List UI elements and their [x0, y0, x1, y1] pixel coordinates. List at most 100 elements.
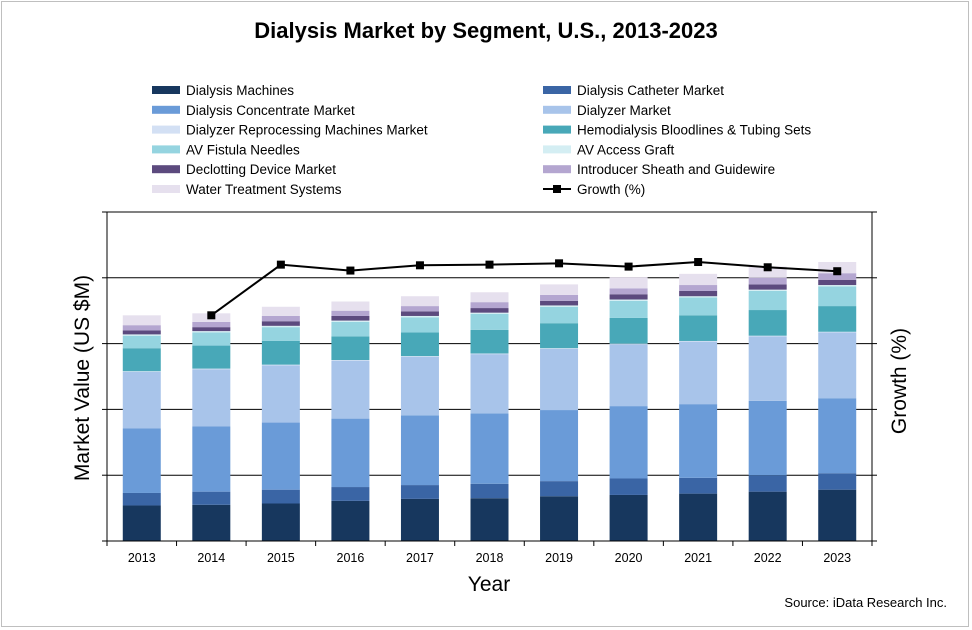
bar-segment [679, 340, 718, 342]
bar-segment [609, 299, 648, 301]
bar-segment [261, 315, 300, 322]
bar-segment [331, 500, 370, 541]
bar-segment [679, 273, 718, 286]
bar-segment [679, 341, 718, 405]
bar-segment [609, 288, 648, 295]
legend-swatch [152, 86, 180, 94]
bar-segment [679, 297, 718, 316]
bar-segment [818, 331, 857, 333]
legend-label: Dialyzer Reprocessing Machines Market [186, 123, 428, 138]
bar-segment [748, 289, 787, 291]
bar-segment [679, 315, 718, 341]
bar-segment [470, 483, 509, 499]
x-tick-label: 2018 [476, 551, 504, 565]
bar-segment [261, 327, 300, 341]
bar-segment [331, 301, 370, 311]
bar-segment [261, 365, 300, 423]
bar-segment [679, 296, 718, 298]
bar-segment [540, 348, 579, 411]
bar-segment [540, 348, 579, 349]
legend-swatch [152, 125, 180, 134]
growth-point [833, 267, 842, 276]
legend-label: Dialysis Concentrate Market [186, 103, 355, 118]
x-tick-label: 2016 [337, 551, 365, 565]
bar-segment [470, 354, 509, 414]
bar-segment [470, 413, 509, 484]
bar-segment [400, 356, 439, 416]
bar-segment [400, 317, 439, 333]
legend-swatch [152, 105, 180, 114]
axes [102, 211, 877, 546]
growth-point [276, 260, 285, 269]
bar-segment [609, 277, 648, 289]
growth-point [485, 260, 494, 269]
bar-segment [331, 336, 370, 361]
bar-segment [192, 327, 231, 332]
bar-segment [818, 398, 857, 474]
bar-segment [192, 369, 231, 427]
x-tick-label: 2022 [754, 551, 782, 565]
growth-point [694, 258, 703, 267]
bar-segment [470, 353, 509, 355]
bar-segment [748, 277, 787, 285]
bar-segment [122, 371, 161, 372]
bar-segment [609, 494, 648, 541]
growth-point [763, 263, 772, 272]
bar-segment [679, 493, 718, 541]
bar-segment [609, 406, 648, 479]
bar-segment [470, 292, 509, 303]
bar-segment [331, 418, 370, 488]
bar-segment [470, 329, 509, 354]
bar-segment [261, 364, 300, 366]
bar-segment [261, 503, 300, 541]
bar-segment [679, 477, 718, 494]
bar-segment [331, 487, 370, 501]
bar-segment [331, 360, 370, 419]
bar-segment [192, 491, 231, 505]
bar-segment [261, 489, 300, 504]
bar-segment [540, 323, 579, 349]
legend-label: Hemodialysis Bloodlines & Tubing Sets [577, 123, 811, 138]
legend-swatch [543, 165, 571, 174]
bar-segment [192, 332, 231, 346]
x-tick-label: 2013 [128, 551, 156, 565]
bar-segment [400, 485, 439, 499]
bar-segment [748, 336, 787, 401]
bar-segment [331, 320, 370, 322]
bar-segment [609, 294, 648, 300]
bar-segment [261, 325, 300, 328]
bar-segment [261, 340, 300, 365]
x-tick-labels: 2013 2014 2015 2016 2017 2018 2019 2020 2021 2022… [128, 551, 851, 565]
legend-label: Dialysis Machines [186, 83, 294, 98]
bar-segment [748, 284, 787, 290]
bar-segment [400, 311, 439, 316]
bar-segment [540, 294, 579, 301]
bar-segment [192, 321, 231, 328]
x-tick-label: 2017 [406, 551, 434, 565]
bar-segment [192, 504, 231, 541]
bar-segment [192, 331, 231, 333]
bar-segment [679, 290, 718, 297]
legend-label: AV Access Graft [577, 142, 675, 157]
bar-segment [818, 285, 857, 287]
bar-segment [470, 498, 509, 541]
bar-segment [122, 505, 161, 541]
bar-segment [748, 335, 787, 337]
bar-segment [122, 428, 161, 493]
legend-label: AV Fistula Needles [186, 142, 300, 157]
bar-segment [818, 332, 857, 399]
growth-line-path [210, 261, 838, 317]
legend-swatch [543, 86, 571, 94]
legend-label: Declotting Device Market [186, 162, 336, 177]
bar-segment [818, 279, 857, 286]
bar-segment [261, 306, 300, 316]
legend-label: Water Treatment Systems [186, 182, 342, 197]
bar-segment [122, 330, 161, 335]
bar-segment [400, 356, 439, 357]
growth-point [624, 262, 633, 271]
bar-segment [331, 360, 370, 361]
x-tick-label: 2014 [197, 551, 225, 565]
source-note: Source: iData Research Inc. [784, 595, 947, 610]
bar-segment [400, 498, 439, 541]
y2-axis-title: Growth (%) [888, 328, 911, 434]
